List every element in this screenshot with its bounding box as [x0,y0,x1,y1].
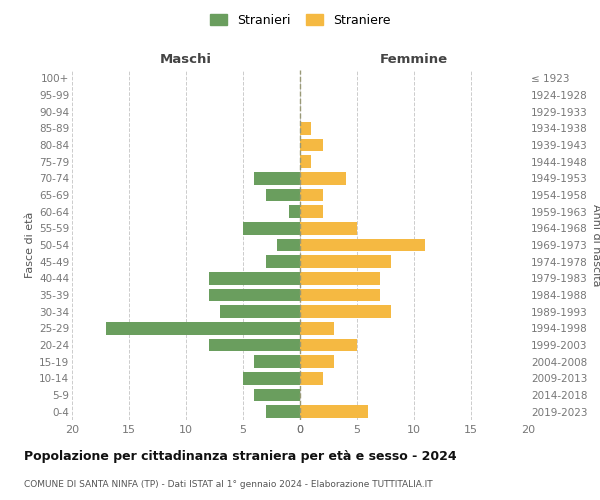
Bar [300,122,311,134]
Bar [254,172,300,184]
Bar [254,389,300,401]
Bar [266,256,300,268]
Bar [300,172,346,184]
Bar [300,356,334,368]
Bar [254,356,300,368]
Bar [300,372,323,384]
Bar [300,156,311,168]
Bar [243,372,300,384]
Bar [243,222,300,234]
Bar [300,306,391,318]
Y-axis label: Anni di nascita: Anni di nascita [592,204,600,286]
Bar [266,406,300,418]
Bar [277,239,300,251]
Bar [300,272,380,284]
Bar [300,256,391,268]
Bar [300,222,357,234]
Y-axis label: Fasce di età: Fasce di età [25,212,35,278]
Bar [289,206,300,218]
Bar [300,239,425,251]
Text: Popolazione per cittadinanza straniera per età e sesso - 2024: Popolazione per cittadinanza straniera p… [24,450,457,463]
Bar [106,322,300,334]
Bar [300,339,357,351]
Legend: Stranieri, Straniere: Stranieri, Straniere [205,8,395,32]
Bar [266,188,300,201]
Title: Maschi: Maschi [160,53,212,66]
Text: COMUNE DI SANTA NINFA (TP) - Dati ISTAT al 1° gennaio 2024 - Elaborazione TUTTIT: COMUNE DI SANTA NINFA (TP) - Dati ISTAT … [24,480,433,489]
Bar [300,188,323,201]
Bar [300,406,368,418]
Bar [300,138,323,151]
Bar [209,289,300,301]
Bar [300,322,334,334]
Title: Femmine: Femmine [380,53,448,66]
Bar [209,339,300,351]
Bar [220,306,300,318]
Bar [300,206,323,218]
Bar [300,289,380,301]
Bar [209,272,300,284]
